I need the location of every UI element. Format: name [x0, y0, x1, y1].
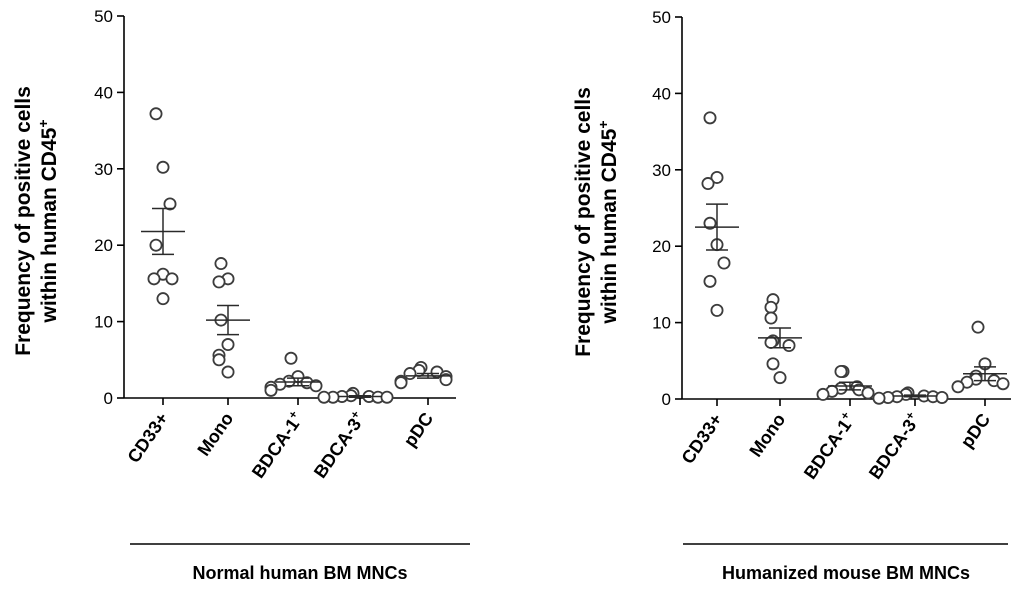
data-point: [165, 272, 179, 286]
y-tick-label: 40: [652, 84, 671, 103]
data-point: [309, 379, 323, 393]
data-point: [147, 272, 161, 286]
data-point: [816, 387, 830, 401]
data-point: [703, 216, 717, 230]
data-point: [872, 391, 886, 405]
group-label: Humanized mouse BM MNCs: [722, 563, 970, 583]
data-point: [701, 177, 715, 191]
data-point: [284, 351, 298, 365]
data-point: [221, 365, 235, 379]
x-tick-label: Mono: [193, 409, 237, 460]
data-point: [971, 320, 985, 334]
data-point: [221, 338, 235, 352]
y-axis-title: Frequency of positive cells within human …: [12, 86, 61, 356]
data-point: [773, 371, 787, 385]
x-tick-label: pDC: [400, 409, 438, 451]
chart-panel-1: 0 10 20 30 40 50 CD33+ Mono BDCA-1+BDCA-3+ pDC Fre…: [12, 7, 470, 583]
data-point: [394, 376, 408, 390]
x-tick-label: BDCA-1+: [246, 408, 307, 482]
data-point: [710, 303, 724, 317]
y-tick-label: 50: [652, 8, 671, 27]
data-point: [212, 353, 226, 367]
data-point: [764, 300, 778, 314]
data-point: [149, 107, 163, 121]
data-point: [156, 292, 170, 306]
data-point: [834, 364, 848, 378]
data-point: [156, 160, 170, 174]
data-point: [710, 170, 724, 184]
y-tick-label: 50: [94, 7, 113, 26]
y-tick-label: 10: [652, 314, 671, 333]
data-point: [214, 257, 228, 271]
data-point: [935, 390, 949, 404]
data-point: [380, 390, 394, 404]
data-point: [996, 377, 1010, 391]
x-tick-label: BDCA-3+: [308, 408, 369, 482]
data-point: [951, 380, 965, 394]
x-tick-label: CD33+: [123, 409, 172, 467]
data-point: [782, 339, 796, 353]
data-point: [264, 383, 278, 397]
y-axis-title: Frequency of positive cells within human …: [572, 87, 621, 357]
x-tick-label: BDCA-1+: [798, 409, 859, 483]
data-point: [317, 390, 331, 404]
group-label: Normal human BM MNCs: [192, 563, 407, 583]
x-tick-label: pDC: [957, 410, 995, 452]
x-tick-label: Mono: [745, 410, 789, 461]
y-tick-label: 0: [662, 390, 671, 409]
x-tick-label: BDCA-3+: [863, 409, 924, 483]
y-tick-label: 20: [652, 237, 671, 256]
data-point: [149, 238, 163, 252]
data-point: [439, 373, 453, 387]
data-point: [717, 256, 731, 270]
data-point: [163, 197, 177, 211]
x-tick-label: CD33+: [677, 410, 726, 468]
y-tick-label: 10: [94, 313, 113, 332]
chart-panel-2: 0 10 20 30 40 50 CD33+ Mono BDCA-1+BDCA-3+ pDC Fre…: [572, 8, 1011, 583]
y-tick-label: 30: [652, 161, 671, 180]
y-tick-label: 40: [94, 83, 113, 102]
data-point: [766, 357, 780, 371]
data-point: [212, 275, 226, 289]
data-point: [703, 111, 717, 125]
data-point: [861, 386, 875, 400]
data-point: [703, 274, 717, 288]
y-tick-label: 20: [94, 236, 113, 255]
y-tick-label: 0: [104, 389, 113, 408]
y-tick-label: 30: [94, 160, 113, 179]
data-point: [764, 311, 778, 325]
